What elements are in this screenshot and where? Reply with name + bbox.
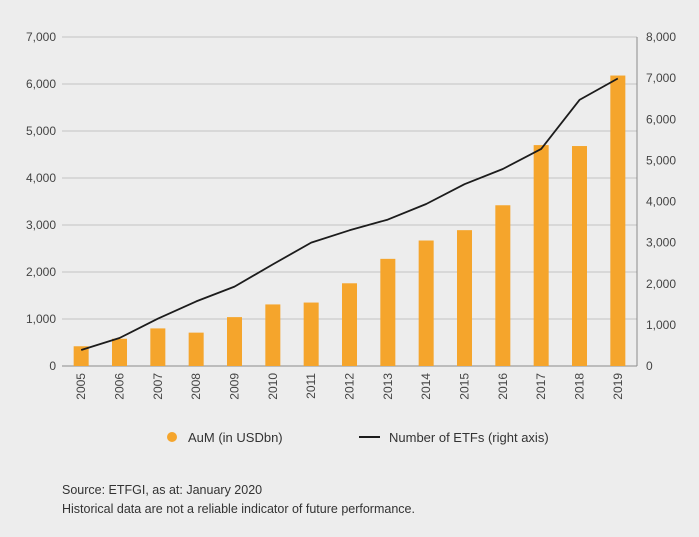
legend-etf-label: Number of ETFs (right axis): [389, 430, 549, 445]
left-tick-label: 6,000: [26, 77, 56, 91]
x-tick-label: 2017: [534, 373, 548, 400]
right-tick-label: 7,000: [646, 71, 676, 85]
x-tick-label: 2012: [343, 373, 357, 400]
x-tick-label: 2018: [573, 373, 587, 400]
bar-2008: [188, 332, 204, 366]
bar-2005: [73, 346, 89, 366]
left-tick-label: 4,000: [26, 171, 56, 185]
bar-2014: [418, 240, 434, 366]
left-axis-ticks: 0 1,000 2,000 3,000 4,000 5,000 6,000 7,000: [26, 30, 56, 373]
x-tick-label: 2011: [304, 373, 318, 399]
right-axis-ticks: 0 1,000 2,000 3,000 4,000 5,000 6,000 7,000 8,00…: [646, 30, 676, 373]
bar-2012: [342, 283, 357, 366]
bar-2018: [572, 146, 587, 366]
x-tick-label: 2013: [381, 373, 395, 400]
bar-2017: [533, 145, 549, 366]
right-tick-label: 3,000: [646, 236, 676, 250]
x-tick-label: 2009: [228, 373, 242, 400]
etf-count-series-line: [80, 77, 619, 351]
bar-2007: [150, 328, 166, 366]
source-note: Source: ETFGI, as at: January 2020: [62, 483, 263, 497]
left-tick-label: 7,000: [26, 30, 56, 44]
x-tick-label: 2008: [189, 373, 203, 400]
left-tick-label: 5,000: [26, 124, 56, 138]
legend-aum-label: AuM (in USDbn): [188, 430, 283, 445]
bar-2019: [610, 75, 626, 366]
bar-2013: [380, 258, 396, 366]
x-tick-label: 2005: [74, 373, 88, 400]
left-tick-label: 2,000: [26, 265, 56, 279]
x-tick-label: 2006: [113, 373, 127, 400]
x-tick-label: 2010: [266, 373, 280, 400]
bar-2016: [495, 205, 511, 366]
right-tick-label: 8,000: [646, 30, 676, 44]
right-tick-label: 1,000: [646, 318, 676, 332]
left-tick-label: 1,000: [26, 312, 56, 326]
x-tick-label: 2016: [496, 373, 510, 400]
x-axis-ticks: 2005 2006 2007 2008 2009 2010 2011 2012 2013 2014…: [74, 373, 625, 400]
legend-aum-marker: [167, 432, 177, 442]
right-tick-label: 4,000: [646, 195, 676, 209]
aum-bars: [73, 75, 626, 366]
x-tick-label: 2015: [458, 373, 472, 400]
chart-footer: Source: ETFGI, as at: January 2020 Histo…: [62, 481, 415, 519]
bar-2010: [265, 304, 281, 366]
bar-2011: [303, 302, 319, 366]
x-tick-label: 2019: [611, 373, 625, 400]
right-tick-label: 6,000: [646, 112, 676, 126]
etf-count-line: [80, 77, 619, 351]
x-tick-label: 2014: [419, 373, 433, 400]
legend: AuM (in USDbn) Number of ETFs (right axi…: [167, 430, 549, 445]
left-tick-label: 0: [49, 359, 56, 373]
x-tick-label: 2007: [151, 373, 165, 400]
bar-2009: [227, 317, 242, 366]
bar-2015: [457, 230, 472, 366]
left-tick-label: 3,000: [26, 218, 56, 232]
right-tick-label: 2,000: [646, 277, 676, 291]
bar-2006: [112, 338, 127, 366]
right-tick-label: 5,000: [646, 153, 676, 167]
right-tick-label: 0: [646, 359, 653, 373]
disclaimer-note: Historical data are not a reliable indic…: [62, 502, 415, 516]
